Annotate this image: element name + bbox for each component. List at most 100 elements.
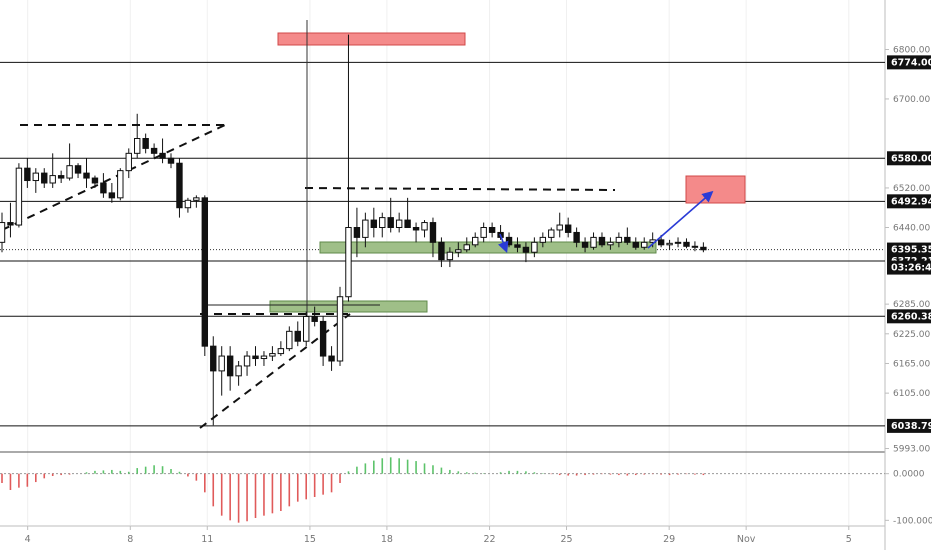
level-label-text: 6580.00 xyxy=(891,153,932,164)
range-resistance xyxy=(304,187,616,191)
target-zone[interactable] xyxy=(685,175,746,204)
candle-body-up xyxy=(66,165,73,179)
level-label-bg xyxy=(887,194,931,209)
candle-body-up xyxy=(480,227,487,238)
candle xyxy=(311,306,318,327)
candle xyxy=(218,346,225,396)
candle xyxy=(201,195,209,357)
candle-body-down xyxy=(226,355,234,377)
candle xyxy=(666,239,673,250)
candle xyxy=(24,158,31,188)
candle xyxy=(691,241,699,252)
time-tick-label: 18 xyxy=(381,534,393,545)
level-label-bg xyxy=(887,418,931,433)
candle-body-down xyxy=(700,246,707,251)
candle xyxy=(142,133,149,154)
candle-body-down xyxy=(632,241,639,248)
candle-body-up xyxy=(674,241,682,244)
candle xyxy=(455,242,462,258)
zones xyxy=(269,32,746,313)
candle xyxy=(49,153,56,188)
candle-body-up xyxy=(531,241,538,253)
candle xyxy=(438,237,445,268)
candle-body-up xyxy=(134,138,141,154)
level-price-label: 6395.35 xyxy=(887,242,932,257)
candle xyxy=(564,217,572,238)
candle xyxy=(328,346,335,371)
candle-body-up xyxy=(362,219,369,238)
demand-zone-low[interactable] xyxy=(269,300,428,313)
candle-body-down xyxy=(573,231,580,243)
candle xyxy=(370,207,378,238)
candle-body-down xyxy=(74,165,82,174)
level-lines xyxy=(0,61,885,427)
candle xyxy=(91,175,99,188)
candle-body-down xyxy=(404,219,411,228)
level-price-label: 6580.00 xyxy=(887,151,932,166)
candle-body-up xyxy=(446,251,454,261)
candle xyxy=(243,351,251,376)
candle xyxy=(167,153,175,169)
candle-body-up xyxy=(125,152,132,172)
candle-body-up xyxy=(117,170,124,199)
level-label-text: 6774.00 xyxy=(891,57,932,68)
candle-body-down xyxy=(91,177,99,184)
candle xyxy=(607,237,614,250)
candle xyxy=(446,247,454,268)
candle xyxy=(294,321,301,347)
candle-body-down xyxy=(691,245,699,248)
candle xyxy=(463,237,470,253)
countdown-text: 03:26:42 xyxy=(891,263,932,274)
candle xyxy=(252,346,259,366)
candle xyxy=(193,195,200,208)
time-axis: 4 8 11 15 18 22 25 29 Nov 5 xyxy=(25,526,852,545)
candle xyxy=(581,237,589,253)
candle-body-up xyxy=(641,241,648,248)
candle xyxy=(176,158,183,218)
candle-body-up xyxy=(615,236,623,243)
time-tick-label: 11 xyxy=(201,534,213,545)
candle xyxy=(387,197,394,233)
candle xyxy=(674,237,682,248)
price-tick-label: 6440.00 xyxy=(893,224,930,234)
candle xyxy=(539,232,547,248)
candle-body-up xyxy=(463,244,470,251)
level-label-bg xyxy=(887,55,931,70)
candle-body-up xyxy=(193,197,200,201)
candle xyxy=(598,232,606,248)
candle xyxy=(683,238,690,249)
price-tick-label: 6700.00 xyxy=(893,95,930,105)
time-tick-label: 25 xyxy=(560,534,572,545)
candle-body-down xyxy=(150,147,158,154)
indicator-panel xyxy=(0,457,885,523)
level-label-text: 6260.38 xyxy=(891,311,932,322)
candle xyxy=(590,232,597,250)
candle-body-up xyxy=(556,224,563,231)
candle xyxy=(573,227,580,248)
candle-body-up xyxy=(455,249,462,253)
candle-body-up xyxy=(336,296,344,362)
candle-body-down xyxy=(564,224,572,233)
supply-zone-top[interactable] xyxy=(277,32,466,46)
candle-body-up xyxy=(235,365,242,377)
candle xyxy=(57,170,65,183)
candle-body-down xyxy=(210,345,217,372)
candle xyxy=(421,220,428,238)
candle-body-up xyxy=(260,355,268,360)
candle-body-down xyxy=(412,227,420,231)
demand-zone-range[interactable] xyxy=(319,241,657,254)
level-label-bg xyxy=(887,242,931,257)
candles xyxy=(0,34,707,426)
candle xyxy=(353,207,361,258)
candle-body-down xyxy=(294,330,301,342)
price-tick-label: 6105.00 xyxy=(893,389,930,399)
trend-lines xyxy=(1,20,616,429)
candle xyxy=(522,242,530,263)
candle xyxy=(379,212,386,238)
candle-body-down xyxy=(167,157,175,164)
candle xyxy=(150,143,158,159)
candle-body-up xyxy=(184,199,192,209)
candle-body-up xyxy=(539,236,547,243)
